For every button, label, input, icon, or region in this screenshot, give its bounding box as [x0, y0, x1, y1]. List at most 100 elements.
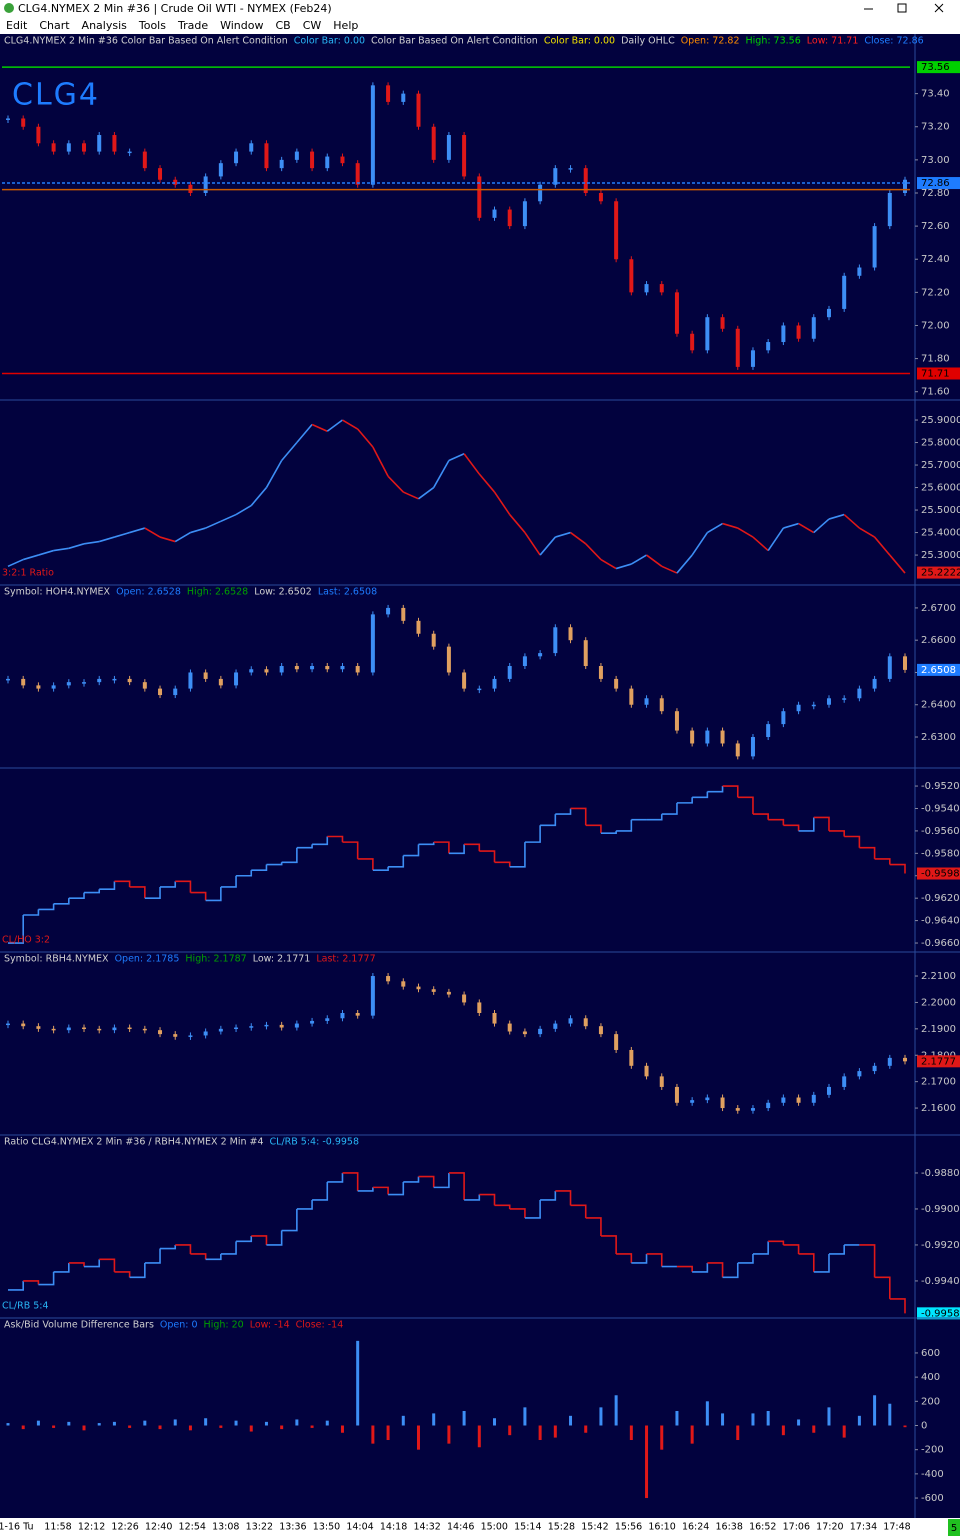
menu-item[interactable]: Trade	[177, 19, 208, 32]
candle-body	[158, 688, 163, 696]
candle-body	[674, 292, 679, 334]
current-label: -0.9958	[921, 1308, 960, 1319]
candle-body	[294, 1023, 299, 1028]
line-segment	[524, 1199, 541, 1219]
line-segment	[98, 536, 115, 543]
close-button[interactable]	[934, 3, 944, 13]
line-segment	[327, 1172, 344, 1183]
candle-body	[142, 151, 147, 169]
candle-body	[887, 656, 892, 679]
candle-body	[294, 151, 299, 160]
candle-body	[355, 163, 360, 185]
y-tick-label: 72.00	[921, 320, 950, 331]
line-segment	[539, 536, 556, 556]
line-segment	[889, 863, 906, 874]
candle-body	[750, 737, 755, 757]
candle-body	[310, 1020, 315, 1024]
volume-bar	[599, 1407, 603, 1426]
line-segment	[585, 543, 602, 561]
volume-bar	[386, 1425, 390, 1441]
restore-button[interactable]	[897, 3, 907, 13]
candle-body	[401, 607, 406, 621]
candle-body	[401, 981, 406, 987]
candle-body	[370, 976, 375, 1016]
level-box	[917, 367, 960, 380]
candle-body	[127, 1027, 132, 1030]
line-segment	[433, 1172, 450, 1189]
line-segment	[144, 1248, 161, 1264]
line-segment	[874, 858, 891, 865]
y-tick-label: -0.9900	[921, 1204, 960, 1215]
time-label: 17:20	[816, 1522, 843, 1533]
legend-text: Color Bar Based On Alert Condition	[371, 36, 538, 47]
line-segment	[160, 1244, 177, 1250]
menu-item[interactable]: Analysis	[82, 19, 128, 32]
line-segment	[235, 504, 252, 516]
candle-body	[811, 704, 816, 707]
candle-body	[674, 711, 679, 731]
candle-body	[6, 678, 10, 681]
line-segment	[752, 1241, 769, 1255]
candle-body	[644, 1065, 649, 1077]
line-segment	[38, 549, 54, 556]
candle-body	[644, 284, 649, 293]
line-segment	[68, 1262, 85, 1267]
line-segment	[646, 1253, 663, 1267]
candle-body	[796, 704, 801, 712]
volume-bar	[173, 1419, 177, 1426]
candle-body	[522, 1031, 527, 1035]
line-segment	[220, 513, 237, 523]
line-segment	[190, 1253, 207, 1260]
line-segment	[540, 814, 557, 827]
symbol-label: CLG4	[12, 78, 100, 113]
candle-body	[112, 135, 117, 152]
menu-item[interactable]: CW	[303, 19, 322, 32]
line-segment	[479, 1193, 496, 1206]
candle-body	[218, 163, 223, 177]
line-segment	[570, 807, 587, 826]
line-segment	[251, 864, 268, 871]
line-segment	[570, 1204, 587, 1218]
panel-label: CL/RB 5:4	[2, 1301, 49, 1312]
line-segment	[372, 1186, 389, 1195]
line-segment	[615, 563, 632, 570]
line-segment	[114, 1271, 131, 1278]
volume-bar	[888, 1403, 892, 1426]
candle-body	[51, 685, 56, 689]
y-tick-label: 0	[921, 1420, 927, 1431]
line-segment	[828, 1244, 845, 1255]
line-segment	[464, 1194, 481, 1201]
menu-item[interactable]: Help	[333, 19, 358, 32]
volume-bar	[128, 1425, 132, 1428]
panel	[7, 419, 906, 574]
legend-text: Close: 72.86	[864, 36, 923, 47]
y-tick-label: -0.9640	[921, 916, 960, 927]
line-segment	[8, 914, 25, 944]
y-tick-label: 73.00	[921, 155, 950, 166]
candle-body	[568, 627, 573, 641]
candle-body	[279, 1024, 284, 1028]
volume-bar	[371, 1425, 375, 1444]
candle-body	[82, 1027, 87, 1030]
menu-item[interactable]: Edit	[6, 19, 28, 32]
menu-item[interactable]: Tools	[138, 19, 166, 32]
menu-item[interactable]: CB	[275, 19, 290, 32]
y-tick-label: 400	[921, 1372, 940, 1383]
candle-body	[477, 688, 482, 691]
line-segment	[798, 1253, 815, 1272]
legend-text: Close: -14	[296, 1320, 344, 1331]
legend-text: Open: 0	[160, 1320, 198, 1331]
candle-body	[720, 1097, 725, 1109]
menu-item[interactable]: Chart	[39, 19, 70, 32]
volume-bar	[903, 1425, 907, 1428]
menu-item[interactable]: Window	[220, 19, 263, 32]
candle-body	[705, 730, 710, 744]
line-segment	[144, 886, 161, 899]
candle-body	[887, 192, 892, 227]
candle-body	[462, 672, 467, 689]
y-tick-label: 72.20	[921, 287, 950, 298]
candle-body	[705, 317, 710, 351]
volume-bar	[188, 1425, 192, 1431]
line-segment	[175, 1244, 192, 1254]
y-tick-label: 25.8000	[921, 438, 960, 449]
